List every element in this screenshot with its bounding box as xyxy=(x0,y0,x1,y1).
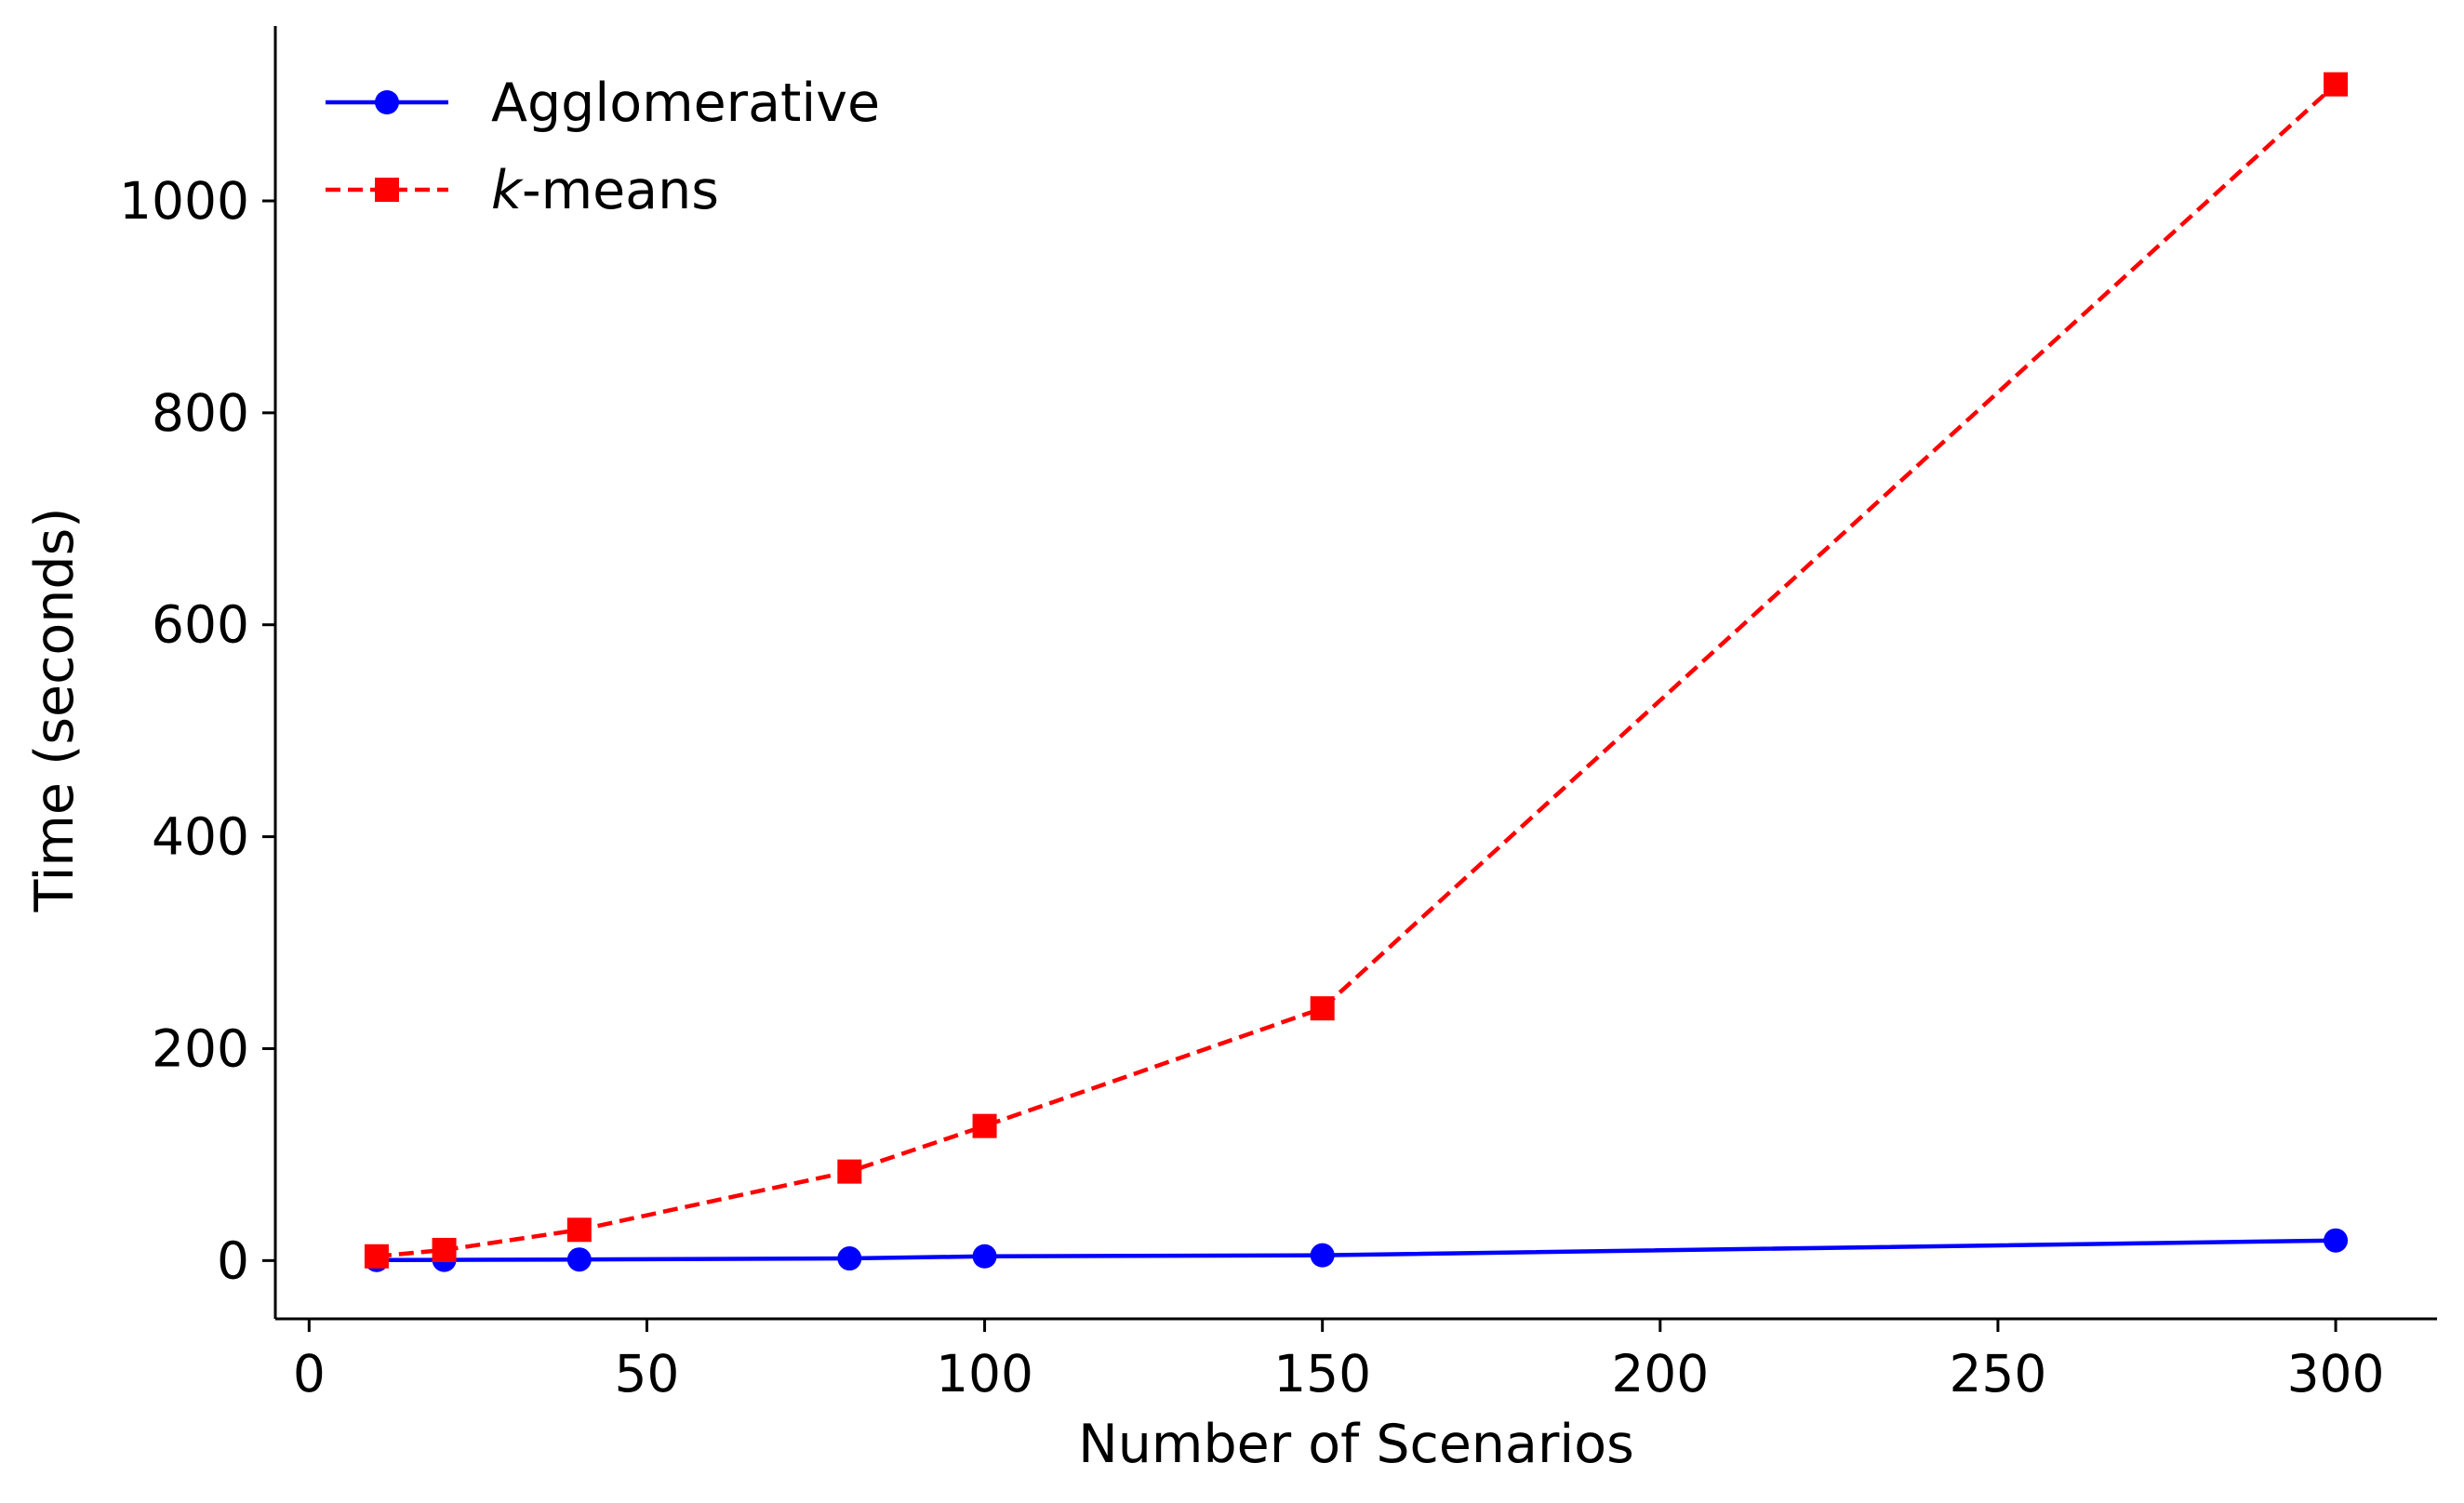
data-point-kmeans xyxy=(364,1244,389,1269)
x-tick-label: 150 xyxy=(1273,1344,1371,1403)
data-point-kmeans xyxy=(566,1217,592,1243)
data-point-agglomerative xyxy=(972,1244,997,1269)
legend-entry-agglomerative: Agglomerative xyxy=(326,73,880,134)
y-tick-label: 800 xyxy=(152,383,249,443)
legend-label-kmeans-rest: -means xyxy=(522,160,719,221)
x-tick-label: 200 xyxy=(1611,1344,1709,1403)
x-tick-label: 100 xyxy=(936,1344,1033,1403)
data-point-kmeans xyxy=(972,1113,997,1138)
data-point-agglomerative xyxy=(837,1246,862,1271)
y-tick-label: 1000 xyxy=(119,171,249,231)
data-point-kmeans xyxy=(837,1159,862,1184)
x-tick-label: 250 xyxy=(1949,1344,2046,1403)
legend-entry-kmeans: k-means xyxy=(326,160,719,221)
legend-marker-kmeans xyxy=(375,178,399,202)
data-point-kmeans xyxy=(432,1237,457,1262)
x-ticks: 0 50 100 150 200 250 300 xyxy=(293,1319,2385,1403)
legend-label-agglomerative: Agglomerative xyxy=(491,73,880,134)
data-point-kmeans xyxy=(2324,72,2349,97)
series-agglomerative xyxy=(364,1228,2349,1272)
x-tick-label: 50 xyxy=(614,1344,679,1403)
y-tick-label: 200 xyxy=(152,1018,249,1078)
legend-marker-agglomerative xyxy=(375,90,399,114)
data-point-agglomerative xyxy=(1310,1243,1335,1268)
series-kmeans xyxy=(364,72,2349,1269)
data-point-kmeans xyxy=(1310,996,1335,1021)
y-tick-label: 0 xyxy=(217,1230,249,1290)
data-point-agglomerative xyxy=(566,1247,592,1272)
legend-label-kmeans: k-means xyxy=(491,160,719,221)
x-axis-label: Number of Scenarios xyxy=(1078,1414,1634,1475)
x-tick-label: 300 xyxy=(2287,1344,2385,1403)
series-line-agglomerative xyxy=(376,1238,2337,1263)
y-ticks: 0 200 400 600 800 1000 xyxy=(119,171,275,1290)
y-axis-label: Time (seconds) xyxy=(24,507,86,912)
x-tick-label: 0 xyxy=(293,1344,326,1403)
series-layer xyxy=(364,72,2349,1272)
legend: Agglomerative k-means xyxy=(326,73,880,221)
data-point-agglomerative xyxy=(2324,1228,2349,1253)
axes xyxy=(273,26,2437,1321)
series-line-kmeans xyxy=(376,83,2337,1259)
legend-label-kmeans-italic: k xyxy=(491,160,524,221)
y-tick-label: 400 xyxy=(152,807,249,867)
y-tick-label: 600 xyxy=(152,595,249,655)
